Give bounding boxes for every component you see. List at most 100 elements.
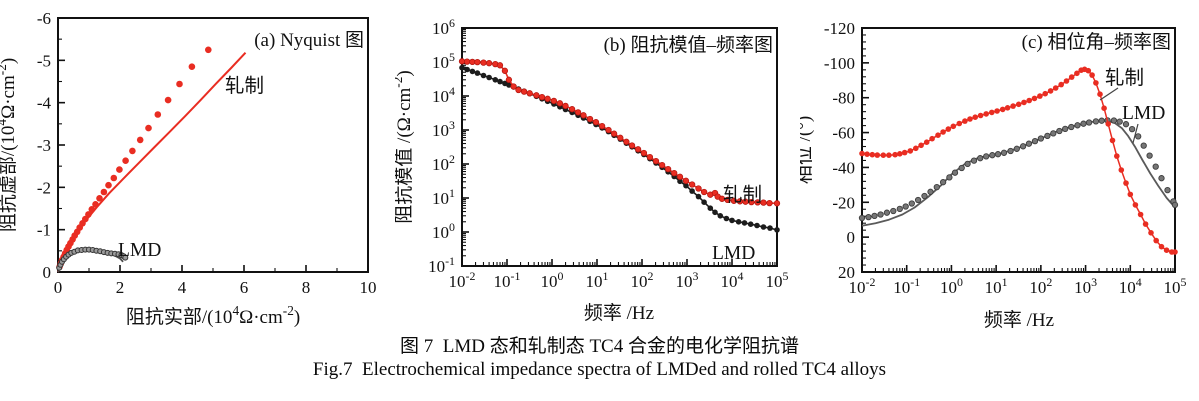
data-point (1089, 72, 1095, 78)
data-point (136, 136, 144, 144)
series-label: 轧制 (723, 184, 762, 206)
data-point (486, 74, 492, 81)
data-point (1010, 103, 1016, 109)
data-point (712, 209, 718, 216)
data-point (923, 139, 930, 145)
series-LMD (459, 64, 780, 233)
x-tick-label: 2 (116, 278, 125, 297)
x-axis-label: 频率 /Hz (984, 309, 1054, 330)
data-point (1085, 119, 1093, 126)
x-tick-label: 102 (631, 269, 654, 291)
data-point (1109, 137, 1116, 144)
annotation-leader (1132, 123, 1139, 144)
data-point (82, 215, 89, 223)
data-point (760, 199, 767, 206)
data-point (967, 116, 973, 122)
data-point (994, 151, 1002, 158)
data-point (506, 82, 512, 88)
data-point (767, 225, 773, 231)
x-tick-label: 10-1 (494, 269, 521, 291)
data-point (896, 205, 903, 213)
data-point (871, 212, 878, 220)
data-point (1042, 90, 1048, 97)
x-tick-label: 10-2 (849, 275, 876, 297)
data-point (562, 102, 569, 110)
data-point (497, 78, 503, 85)
y-tick-label: -120 (824, 19, 855, 38)
y-tick-label: -20 (832, 193, 855, 212)
data-point (886, 152, 892, 158)
series-label: LMD (118, 240, 161, 261)
data-point (1047, 88, 1054, 94)
data-point (122, 254, 129, 261)
data-point (933, 183, 940, 191)
data-point (1007, 147, 1014, 155)
caption-chinese: 图 7 LMD 态和轧制态 TC4 合金的电化学阻抗谱 (399, 336, 799, 357)
plot-box (461, 27, 778, 267)
data-point (568, 106, 576, 113)
data-point (1093, 80, 1099, 86)
y-tick-label: 0 (847, 228, 856, 247)
data-point (464, 66, 470, 73)
x-tick-label: 103 (1074, 275, 1097, 297)
data-point (951, 169, 959, 176)
data-point (945, 126, 952, 132)
y-tick-label: 106 (432, 16, 455, 38)
data-point (1056, 127, 1063, 135)
data-point (480, 72, 487, 79)
data-point (735, 219, 742, 225)
data-point (929, 135, 935, 142)
y-tick-label: -3 (37, 136, 51, 155)
data-point (164, 96, 172, 104)
x-tick-label: 104 (721, 269, 744, 291)
data-point (1026, 97, 1032, 104)
y-tick-label: -6 (37, 9, 51, 28)
y-tick-label: 10-1 (428, 254, 455, 276)
data-point (1025, 140, 1033, 147)
data-point (946, 174, 953, 181)
x-tick-label: 10-1 (893, 275, 920, 297)
data-point (92, 201, 99, 208)
data-point (580, 112, 587, 119)
data-point (688, 181, 696, 188)
data-point (766, 199, 773, 207)
data-point (1013, 145, 1020, 152)
data-point (1074, 122, 1081, 129)
data-point (1074, 70, 1080, 77)
data-point (110, 174, 118, 182)
data-point (1110, 117, 1118, 124)
data-point (510, 83, 517, 90)
data-point (129, 147, 136, 155)
x-tick-label: 103 (676, 269, 699, 291)
data-point (176, 80, 183, 88)
data-point (145, 124, 152, 132)
data-point (623, 138, 630, 145)
data-point (1085, 67, 1092, 74)
data-point (1031, 95, 1038, 102)
y-axis-label: 相位 /(°) (800, 116, 815, 184)
y-axis: 0 -1 -2 -3 -4 -5 -6 (37, 9, 65, 282)
x-tick-label: 100 (940, 275, 963, 297)
data-point (671, 169, 678, 177)
series-轧制 (458, 58, 781, 207)
data-point (859, 150, 865, 157)
data-point (983, 111, 989, 117)
data-point (485, 60, 493, 67)
x-tick-label: 10-2 (449, 269, 476, 291)
data-point (658, 161, 666, 169)
data-point (463, 58, 471, 65)
data-point (188, 63, 196, 70)
data-point (939, 179, 947, 186)
data-point (907, 148, 914, 154)
data-point (760, 224, 767, 230)
data-point (729, 217, 735, 224)
data-point (935, 132, 941, 138)
y-tick-label: 104 (432, 84, 455, 106)
data-point (956, 120, 963, 127)
panel-title: (b) 阻抗模值–频率图 (604, 34, 773, 56)
data-point (902, 203, 909, 210)
x-axis-label: 阻抗实部/(104Ω·cm-2) (126, 303, 300, 328)
data-point (1132, 202, 1139, 208)
x-tick-label: 101 (985, 275, 1008, 297)
data-point (1137, 211, 1144, 218)
